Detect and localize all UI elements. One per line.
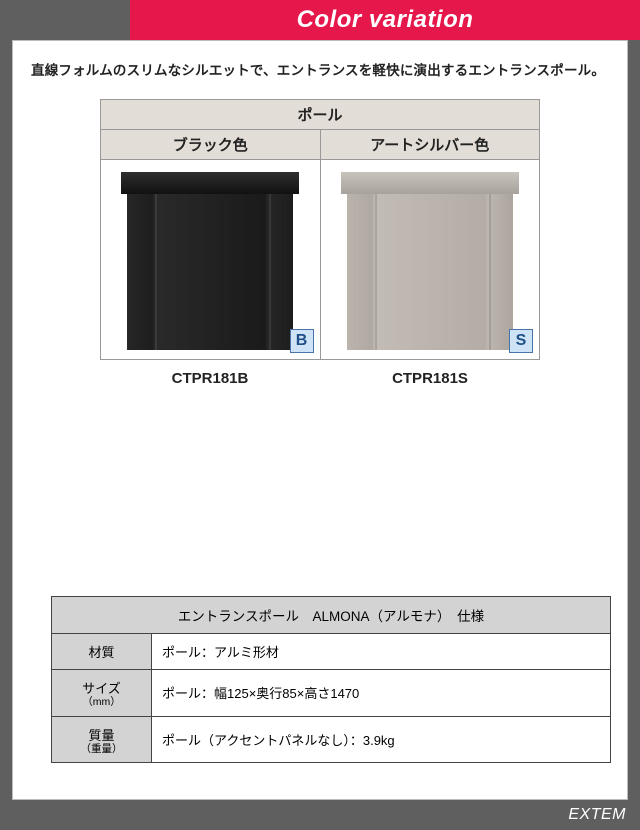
product-image-black: B <box>101 160 320 359</box>
spec-label-2-sub: （重量） <box>62 744 141 755</box>
variant-badge-1: S <box>509 329 533 353</box>
spec-title: エントランスポール ALMONA（アルモナ） 仕様 <box>52 597 611 634</box>
variation-table: ポール ブラック色 アートシルバー色 B <box>100 99 540 360</box>
spec-table: エントランスポール ALMONA（アルモナ） 仕様 材質 ポール：アルミ形材 サ… <box>51 596 611 763</box>
spec-label-1-sub: （mm） <box>62 697 141 708</box>
spec-label-2-main: 質量 <box>88 728 114 743</box>
variation-col-label-0: ブラック色 <box>101 130 321 160</box>
product-code-1: CTPR181S <box>320 370 540 387</box>
spec-value-0: ポール：アルミ形材 <box>152 634 611 670</box>
spec-label-0-main: 材質 <box>88 645 114 660</box>
product-code-0: CTPR181B <box>100 370 320 387</box>
variation-image-cell-1: S <box>320 160 540 360</box>
description-text: 直線フォルムのスリムなシルエットで、エントランスを軽快に演出するエントランスポー… <box>31 59 609 79</box>
banner-title: Color variation <box>297 6 474 34</box>
content-panel: 直線フォルムのスリムなシルエットで、エントランスを軽快に演出するエントランスポー… <box>12 40 628 800</box>
spec-label-2: 質量 （重量） <box>52 716 152 763</box>
variation-col-label-1: アートシルバー色 <box>320 130 540 160</box>
variant-badge-0: B <box>290 329 314 353</box>
banner: Color variation <box>130 0 640 40</box>
variation-group-header: ポール <box>101 100 540 130</box>
code-row: CTPR181B CTPR181S <box>100 370 540 387</box>
product-image-silver: S <box>321 160 540 359</box>
spec-label-1-main: サイズ <box>82 681 121 696</box>
spec-value-1: ポール：幅125×奥行85×高さ1470 <box>152 670 611 717</box>
spec-value-2: ポール（アクセントパネルなし）：3.9kg <box>152 716 611 763</box>
variation-image-cell-0: B <box>101 160 321 360</box>
spec-label-0: 材質 <box>52 634 152 670</box>
spec-label-1: サイズ （mm） <box>52 670 152 717</box>
footer-brand: EXTEM <box>568 806 626 824</box>
